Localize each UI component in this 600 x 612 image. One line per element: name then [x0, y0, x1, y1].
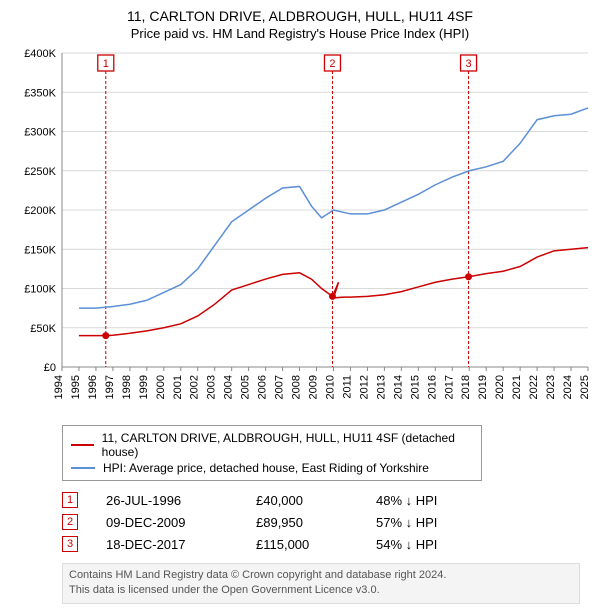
svg-text:2000: 2000 — [155, 375, 167, 399]
svg-text:£300K: £300K — [24, 127, 56, 139]
footer-line: Contains HM Land Registry data © Crown c… — [69, 568, 573, 583]
svg-text:1994: 1994 — [53, 375, 65, 399]
svg-text:2: 2 — [329, 58, 335, 70]
svg-text:2014: 2014 — [392, 375, 404, 399]
legend: 11, CARLTON DRIVE, ALDBROUGH, HULL, HU11… — [62, 425, 482, 481]
footer-line: This data is licensed under the Open Gov… — [69, 583, 573, 598]
svg-text:2001: 2001 — [172, 375, 184, 399]
svg-text:2017: 2017 — [443, 375, 455, 399]
svg-text:2018: 2018 — [460, 375, 472, 399]
sale-diff: 54% ↓ HPI — [376, 537, 516, 552]
svg-text:2004: 2004 — [223, 375, 235, 399]
svg-text:2022: 2022 — [528, 375, 540, 399]
sale-marker-icon: 2 — [62, 514, 78, 530]
chart-subtitle: Price paid vs. HM Land Registry's House … — [8, 26, 592, 41]
svg-text:2020: 2020 — [494, 375, 506, 399]
svg-text:£400K: £400K — [24, 48, 56, 60]
legend-label: 11, CARLTON DRIVE, ALDBROUGH, HULL, HU11… — [102, 431, 473, 459]
svg-text:2013: 2013 — [375, 375, 387, 399]
svg-text:2002: 2002 — [189, 375, 201, 399]
chart-titles: 11, CARLTON DRIVE, ALDBROUGH, HULL, HU11… — [8, 8, 592, 41]
svg-text:1999: 1999 — [138, 375, 150, 399]
chart-container: £0 £50K £100K £150K £200K £250K £300K £350K £400… — [8, 47, 592, 417]
svg-text:2005: 2005 — [240, 375, 252, 399]
svg-text:2003: 2003 — [206, 375, 218, 399]
svg-text:2019: 2019 — [477, 375, 489, 399]
svg-text:2006: 2006 — [257, 375, 269, 399]
svg-text:2011: 2011 — [341, 375, 353, 399]
svg-text:£150K: £150K — [24, 244, 56, 256]
svg-text:3: 3 — [465, 58, 471, 70]
sale-date: 26-JUL-1996 — [106, 493, 256, 508]
svg-text:2016: 2016 — [426, 375, 438, 399]
sale-marker-icon: 1 — [62, 492, 78, 508]
legend-item-hpi: HPI: Average price, detached house, East… — [71, 460, 473, 476]
table-row: 3 18-DEC-2017 £115,000 54% ↓ HPI — [62, 533, 580, 555]
svg-text:1995: 1995 — [70, 375, 82, 399]
sale-date: 18-DEC-2017 — [106, 537, 256, 552]
sales-table: 1 26-JUL-1996 £40,000 48% ↓ HPI 2 09-DEC… — [62, 489, 580, 555]
table-row: 1 26-JUL-1996 £40,000 48% ↓ HPI — [62, 489, 580, 511]
table-row: 2 09-DEC-2009 £89,950 57% ↓ HPI — [62, 511, 580, 533]
price-chart: £0 £50K £100K £150K £200K £250K £300K £350K £400… — [8, 47, 592, 417]
legend-swatch — [71, 444, 94, 446]
svg-text:1: 1 — [103, 58, 109, 70]
svg-text:£100K: £100K — [24, 284, 56, 296]
svg-text:2023: 2023 — [545, 375, 557, 399]
sale-diff: 48% ↓ HPI — [376, 493, 516, 508]
svg-text:£200K: £200K — [24, 205, 56, 217]
chart-title: 11, CARLTON DRIVE, ALDBROUGH, HULL, HU11… — [8, 8, 592, 24]
svg-text:2012: 2012 — [358, 375, 370, 399]
footer-attribution: Contains HM Land Registry data © Crown c… — [62, 563, 580, 604]
svg-text:2025: 2025 — [579, 375, 591, 399]
svg-text:2024: 2024 — [562, 375, 574, 399]
svg-text:2009: 2009 — [308, 375, 320, 399]
sale-marker-icon: 3 — [62, 536, 78, 552]
svg-text:£50K: £50K — [30, 323, 56, 335]
svg-text:1997: 1997 — [104, 375, 116, 399]
sale-price: £40,000 — [256, 493, 376, 508]
legend-swatch — [71, 467, 95, 469]
svg-text:2008: 2008 — [291, 375, 303, 399]
svg-text:1996: 1996 — [87, 375, 99, 399]
svg-text:2021: 2021 — [511, 375, 523, 399]
svg-text:1998: 1998 — [121, 375, 133, 399]
svg-text:2015: 2015 — [409, 375, 421, 399]
sale-diff: 57% ↓ HPI — [376, 515, 516, 530]
svg-text:2010: 2010 — [324, 375, 336, 399]
svg-text:£350K: £350K — [24, 87, 56, 99]
svg-text:£250K: £250K — [24, 166, 56, 178]
sale-price: £115,000 — [256, 537, 376, 552]
legend-item-property: 11, CARLTON DRIVE, ALDBROUGH, HULL, HU11… — [71, 430, 473, 460]
legend-label: HPI: Average price, detached house, East… — [103, 461, 429, 475]
sale-date: 09-DEC-2009 — [106, 515, 256, 530]
svg-text:2007: 2007 — [274, 375, 286, 399]
svg-text:£0: £0 — [44, 362, 56, 374]
sale-price: £89,950 — [256, 515, 376, 530]
